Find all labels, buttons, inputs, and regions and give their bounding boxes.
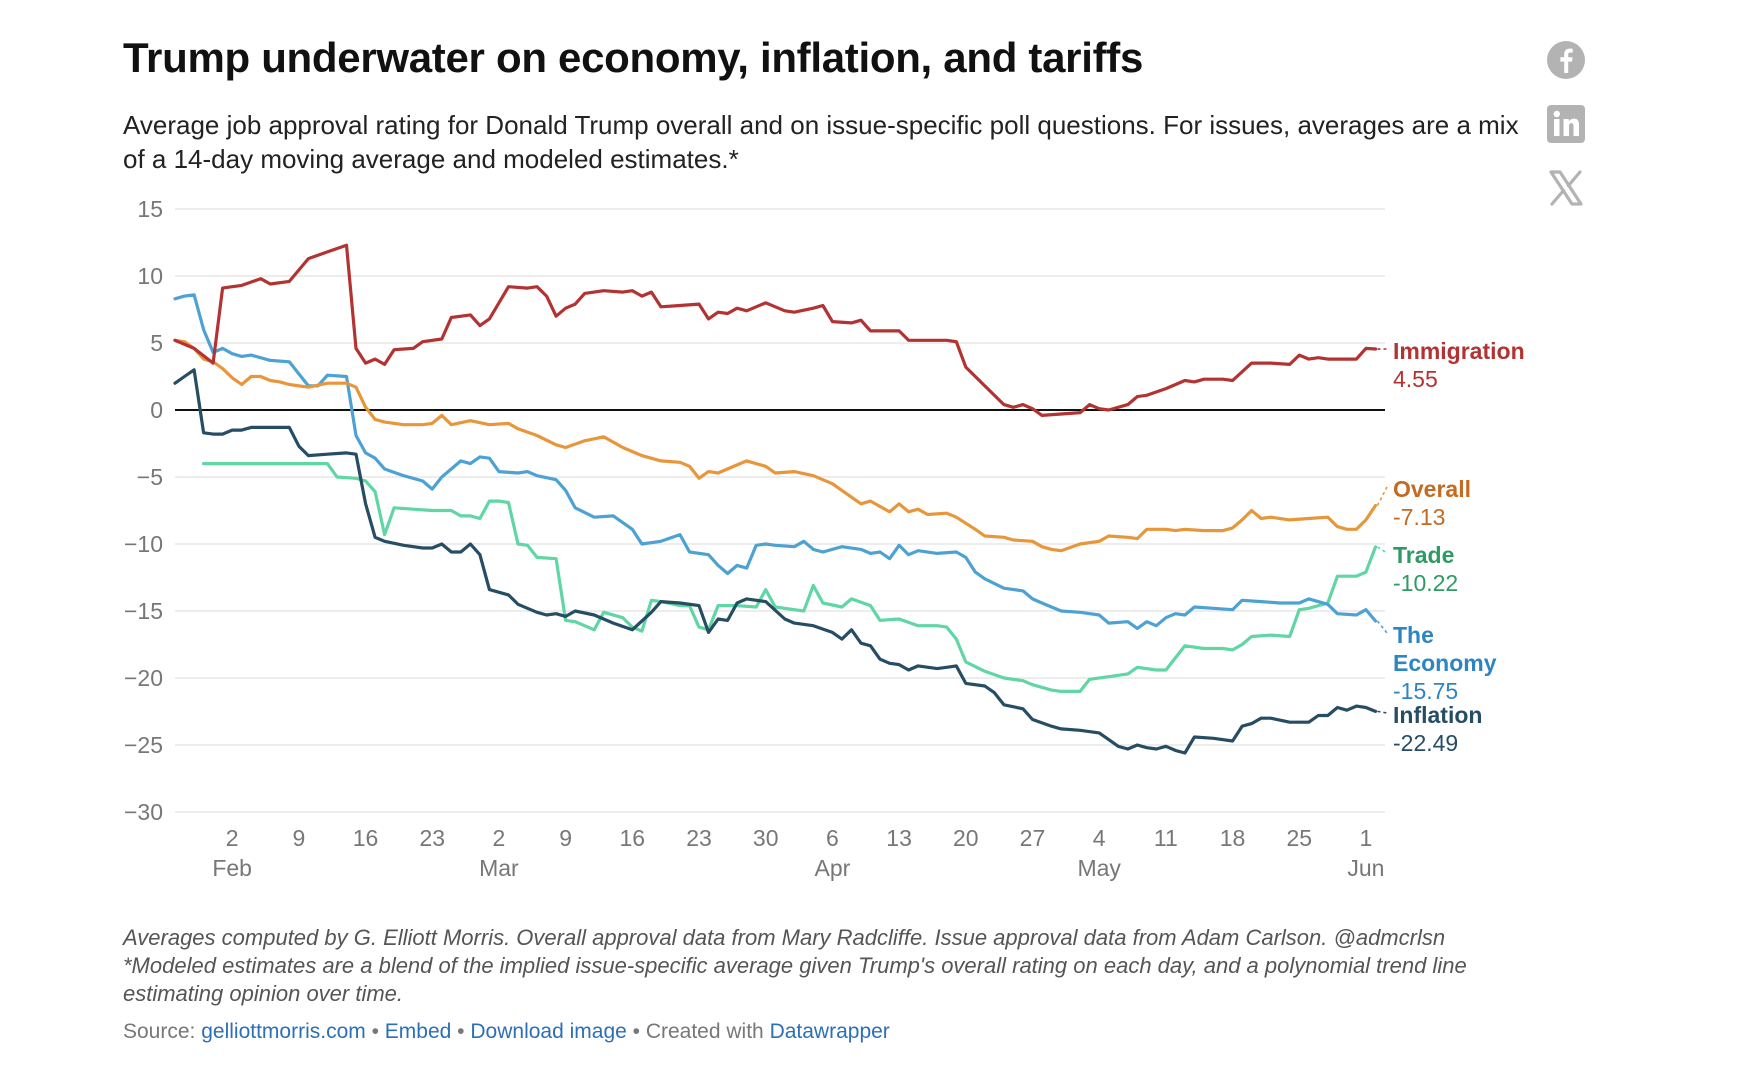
source-line: Source: gelliottmorris.com • Embed • Dow…	[123, 1020, 890, 1044]
chart-title: Trump underwater on economy, inflation, …	[123, 34, 1144, 81]
note-line-1: Averages computed by G. Elliott Morris. …	[123, 925, 1446, 950]
label-connector	[1376, 486, 1388, 506]
x-tick-label: 25	[1286, 825, 1312, 851]
grid: 15 10 5 0 −5 −10 −15 −20 −25 −30	[124, 196, 1385, 825]
x-month-label: Apr	[815, 855, 851, 881]
series-line-overall	[173, 338, 1378, 553]
note-line-3: estimating opinion over time.	[123, 981, 404, 1006]
y-tick-label: −25	[124, 732, 163, 758]
label-connector	[1376, 620, 1388, 634]
x-tick-label: 16	[353, 825, 379, 851]
series-line-the-economy	[173, 293, 1378, 630]
y-tick-label: −10	[124, 531, 163, 557]
series-label-name: Trade	[1393, 542, 1454, 568]
series-line-immigration	[173, 243, 1378, 417]
download-image-link[interactable]: Download image	[470, 1020, 627, 1043]
series-label-name: Economy	[1393, 650, 1497, 676]
note-line-2: *Modeled estimates are a blend of the im…	[123, 953, 1467, 978]
y-tick-label: −5	[137, 464, 163, 490]
series-lines	[173, 243, 1378, 755]
label-connector	[1377, 710, 1388, 714]
y-tick-label: −30	[124, 799, 163, 825]
x-month-label: May	[1077, 855, 1121, 881]
linkedin-icon[interactable]	[1546, 104, 1586, 144]
y-tick-label: 15	[137, 196, 163, 222]
y-tick-label: 5	[150, 330, 163, 356]
embed-link[interactable]: Embed	[384, 1020, 452, 1043]
x-month-label: Feb	[212, 855, 252, 881]
source-link[interactable]: gelliottmorris.com	[201, 1020, 366, 1043]
series-label-value: -10.22	[1393, 570, 1458, 596]
separator: •	[451, 1020, 471, 1043]
source-label: Source:	[123, 1020, 202, 1043]
series-label-name: The	[1393, 622, 1434, 648]
y-tick-label: 10	[137, 263, 163, 289]
series-label-name: Immigration	[1393, 338, 1525, 364]
series-label-name: Overall	[1393, 476, 1471, 502]
x-tick-label: 23	[419, 825, 445, 851]
x-tick-label: 20	[953, 825, 979, 851]
y-tick-label: 0	[150, 397, 163, 423]
separator: •	[365, 1020, 385, 1043]
x-month-label: Mar	[479, 855, 519, 881]
facebook-icon[interactable]	[1546, 40, 1586, 80]
x-tick-label: 9	[292, 825, 305, 851]
x-tick-label: 23	[686, 825, 712, 851]
y-tick-label: −20	[124, 665, 163, 691]
y-tick-label: −15	[124, 598, 163, 624]
x-tick-label: 2	[493, 825, 506, 851]
x-tick-label: 6	[826, 825, 839, 851]
series-line-inflation	[173, 368, 1378, 755]
x-icon[interactable]	[1546, 168, 1586, 208]
series-label-name: Inflation	[1393, 702, 1482, 728]
x-tick-label: 2	[226, 825, 239, 851]
series-label-value: -15.75	[1393, 678, 1458, 704]
x-tick-label: 13	[886, 825, 912, 851]
x-tick-label: 1	[1360, 825, 1373, 851]
x-tick-label: 30	[753, 825, 779, 851]
created-with-text: • Created with	[626, 1020, 770, 1043]
datawrapper-link[interactable]: Datawrapper	[769, 1020, 890, 1043]
series-line-trade	[202, 462, 1378, 693]
x-axis: 2 Feb 9 16 23 2 Mar 9 16 23 30 6 Apr 13 20 27 4 May 11 18 25…	[212, 825, 1384, 881]
x-tick-label: 18	[1220, 825, 1246, 851]
series-label-value: -7.13	[1393, 504, 1445, 530]
x-tick-label: 4	[1093, 825, 1106, 851]
chart-subtitle: Average job approval rating for Donald T…	[123, 110, 1519, 174]
label-connector	[1377, 546, 1388, 554]
x-tick-label: 16	[620, 825, 646, 851]
x-month-label: Jun	[1347, 855, 1384, 881]
series-label-value: -22.49	[1393, 730, 1458, 756]
x-tick-label: 11	[1154, 825, 1178, 851]
x-tick-label: 9	[559, 825, 572, 851]
x-tick-label: 27	[1020, 825, 1046, 851]
series-label-value: 4.55	[1393, 366, 1438, 392]
chart-notes: Averages computed by G. Elliott Morris. …	[123, 924, 1683, 1008]
